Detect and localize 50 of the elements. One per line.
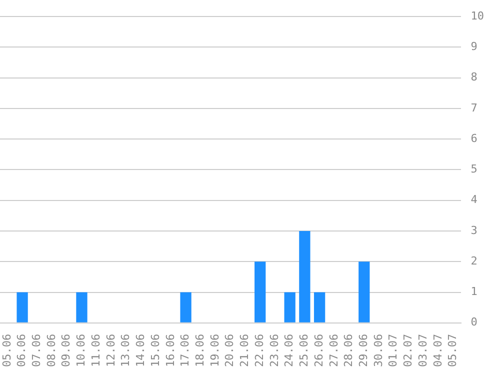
x-tick-label: 14.06 [134,334,148,368]
y-tick-label: 6 [470,132,478,145]
y-tick-label: 4 [470,193,478,206]
x-tick-label: 02.07 [402,334,415,368]
x-tick-label: 27.06 [327,334,340,368]
x-tick-label: 24.06 [282,334,296,368]
y-tick-label: 0 [470,316,478,329]
x-tick-label: 30.06 [372,334,385,368]
x-tick-label: 05.07 [446,334,460,368]
x-tick-label: 26.06 [312,334,326,368]
x-tick-label: 07.06 [30,334,44,368]
x-tick-label: 25.06 [298,334,311,368]
bar [284,292,296,322]
y-tick-label: 10 [470,9,484,22]
x-tick-label: 22.06 [252,334,266,368]
x-tick-label: 05.06 [0,334,14,368]
y-tick-label: 5 [470,162,478,176]
bar [76,292,88,322]
y-tick-label: 1 [470,285,478,298]
x-tick-label: 19.06 [208,334,222,368]
bar [180,292,192,322]
bar [358,262,370,322]
x-tick-label: 06.06 [15,334,28,368]
x-tick-label: 15.06 [148,334,162,368]
bar [314,292,326,322]
x-tick-label: 01.07 [386,334,400,368]
x-tick-label: 03.07 [416,334,430,368]
x-tick-label: 17.06 [178,334,192,368]
x-tick-label: 18.06 [194,334,207,368]
x-tick-label: 13.06 [119,334,132,368]
x-tick-label: 28.06 [342,334,356,368]
x-tick-label: 16.06 [164,334,177,368]
bar [254,262,266,322]
y-tick-label: 8 [470,70,478,84]
x-tick-label: 23.06 [268,334,281,368]
x-tick-label: 20.06 [223,334,236,368]
y-tick-label: 3 [470,224,478,237]
x-tick-label: 21.06 [238,334,252,368]
y-tick-label: 2 [470,254,478,268]
y-tick-label: 7 [470,101,478,114]
x-tick-label: 11.06 [89,334,102,368]
x-tick-label: 09.06 [60,334,73,368]
bar [16,292,28,322]
y-tick-label: 9 [470,40,478,54]
x-tick-label: 08.06 [44,334,58,368]
x-tick-label: 04.07 [431,334,444,368]
bar [299,231,310,322]
x-tick-label: 10.06 [74,334,88,368]
x-tick-label: 12.06 [104,334,118,368]
x-tick-label: 29.06 [357,334,370,368]
